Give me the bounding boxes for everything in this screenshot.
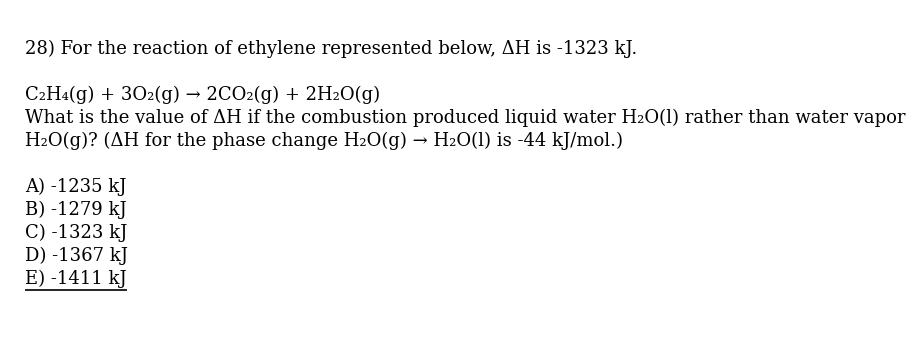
Text: 28) For the reaction of ethylene represented below, ΔH is -1323 kJ.: 28) For the reaction of ethylene represe… <box>25 40 637 58</box>
Text: A) -1235 kJ: A) -1235 kJ <box>25 178 126 196</box>
Text: D) -1367 kJ: D) -1367 kJ <box>25 247 128 265</box>
Text: What is the value of ΔH if the combustion produced liquid water H₂O(l) rather th: What is the value of ΔH if the combustio… <box>25 109 906 127</box>
Text: C) -1323 kJ: C) -1323 kJ <box>25 224 127 242</box>
Text: E) -1411 kJ: E) -1411 kJ <box>25 270 127 288</box>
Text: H₂O(g)? (ΔH for the phase change H₂O(g) → H₂O(l) is -44 kJ/mol.): H₂O(g)? (ΔH for the phase change H₂O(g) … <box>25 132 623 150</box>
Text: C₂H₄(g) + 3O₂(g) → 2CO₂(g) + 2H₂O(g): C₂H₄(g) + 3O₂(g) → 2CO₂(g) + 2H₂O(g) <box>25 86 380 104</box>
Text: B) -1279 kJ: B) -1279 kJ <box>25 201 127 219</box>
